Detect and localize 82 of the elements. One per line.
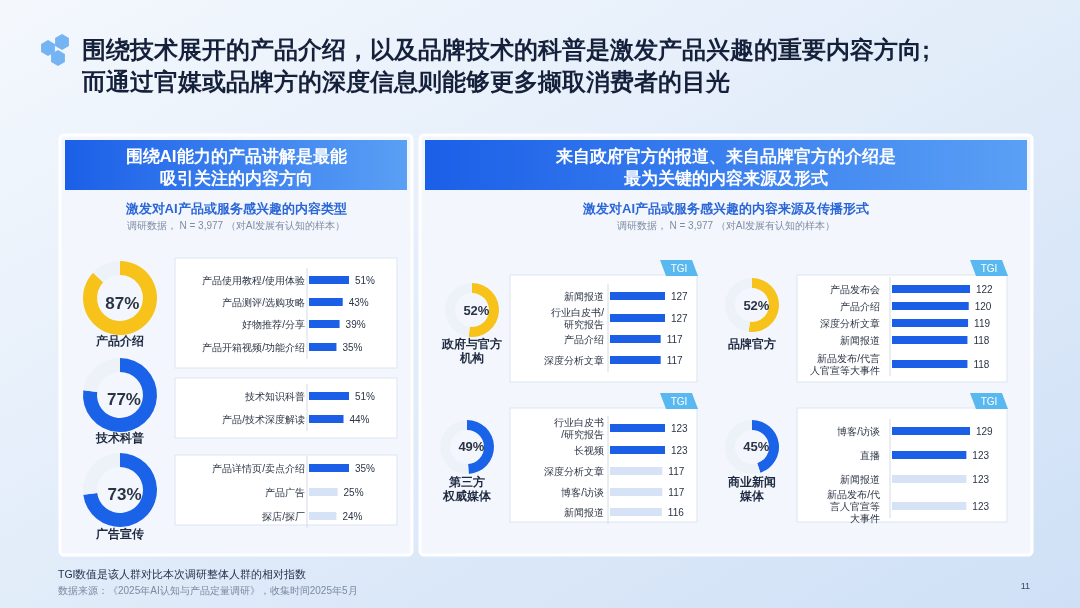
data-label: 73% <box>107 484 142 504</box>
data-label: 123 <box>671 423 689 434</box>
y-tick-label: 直播 <box>860 450 880 461</box>
data-label: 129 <box>976 426 994 437</box>
y-tick-label: 产品广告 <box>265 487 305 498</box>
data-label: 25% <box>343 487 364 498</box>
y-tick-label: 新品发布/代言人官宣等大事件 <box>810 353 880 376</box>
data-label: 35% <box>355 463 376 474</box>
text: 11 <box>1020 581 1030 591</box>
y-tick-label: 博客/访谈 <box>561 487 604 498</box>
data-label: 123 <box>671 445 689 456</box>
text: TGI <box>670 263 688 274</box>
data-label: 127 <box>671 313 689 324</box>
text: TGI数值是该人群对比本次调研整体人群的相对指数 <box>58 568 307 580</box>
data-label: 35% <box>342 342 363 353</box>
data-label: 127 <box>671 291 689 302</box>
y-tick-label: 产品详情页/卖点介绍 <box>212 463 305 474</box>
text: 围绕技术展开的产品介绍，以及品牌技术的科普是激发产品兴趣的重要内容方向;而通过官媒或品牌方的深度信息则能够更多撷取消费者的目光 <box>81 36 930 95</box>
source-note: 数据来源：《2025年AI认知与产品定量调研》，收集时间2025年5月 <box>58 585 358 596</box>
y-tick-label: 新闻报道 <box>840 474 880 485</box>
y-tick-label: 新闻报道 <box>564 291 604 302</box>
data-label: 49% <box>458 439 485 455</box>
y-tick-label: 产品使用教程/使用体验 <box>202 275 305 286</box>
data-label: 117 <box>668 487 685 498</box>
text: 政府与官方机构 <box>441 337 502 365</box>
data-label: 77% <box>106 390 141 410</box>
y-tick-label: 产品发布会 <box>830 284 880 295</box>
y-tick-label: 行业白皮书/研究报告 <box>554 417 604 440</box>
text: 广告宣传 <box>95 527 144 541</box>
y-tick-label: 行业白皮书/研究报告 <box>551 307 605 330</box>
data-label: 117 <box>666 334 684 345</box>
text: 激发对AI产品或服务感兴趣的内容来源及传播形式 <box>582 201 869 216</box>
text: 商业新闻媒体 <box>727 475 776 503</box>
y-tick-label: 深度分析文章 <box>820 318 880 329</box>
y-tick-label: 深度分析文章 <box>544 355 604 366</box>
data-label: 123 <box>972 450 990 461</box>
text: TGI <box>980 263 998 274</box>
data-label: 24% <box>342 511 363 522</box>
text: 围绕AI能力的产品讲解是最能吸引关注的内容方向 <box>125 147 347 188</box>
data-label: 122 <box>976 284 994 295</box>
data-label: 123 <box>972 501 990 512</box>
y-tick-label: 新闻报道 <box>840 335 880 346</box>
data-label: 51% <box>355 391 376 402</box>
text: 激发对AI产品或服务感兴趣的内容类型 <box>124 201 347 216</box>
data-label: 118 <box>973 359 990 370</box>
text: TGI <box>670 396 688 407</box>
text: 技术科普 <box>95 431 144 445</box>
y-tick-label: 技术知识科普 <box>244 391 305 402</box>
data-label: 119 <box>974 318 991 329</box>
data-label: 45% <box>743 438 770 454</box>
y-tick-label: 探店/探厂 <box>262 511 305 522</box>
text: 调研数据， N = 3,977 （对AI发展有认知的样本） <box>126 220 346 231</box>
y-tick-label: 产品介绍 <box>564 334 604 345</box>
y-tick-label: 深度分析文章 <box>544 466 604 477</box>
text: 产品介绍 <box>95 334 144 348</box>
data-label: 123 <box>972 474 990 485</box>
data-label: 44% <box>349 414 370 425</box>
data-label: 52% <box>463 302 490 318</box>
y-tick-label: 产品开箱视频/功能介绍 <box>202 342 305 353</box>
y-tick-label: 博客/访谈 <box>837 426 880 437</box>
y-tick-label: 新闻报道 <box>564 507 604 518</box>
data-label: 116 <box>667 507 685 518</box>
data-label: 43% <box>348 297 369 308</box>
text: 来自政府官方的报道、来自品牌官方的介绍是最为关键的内容来源及形式 <box>555 147 896 188</box>
y-tick-label: 产品测评/选购攻略 <box>222 297 305 308</box>
text: TGI <box>980 396 998 407</box>
text: 调研数据， N = 3,977 （对AI发展有认知的样本） <box>616 220 836 231</box>
y-tick-label: 新品发布/代言人官宣等大事件 <box>827 489 880 524</box>
text: 第三方权威媒体 <box>442 475 492 503</box>
data-label: 52% <box>743 297 770 313</box>
data-label: 87% <box>105 294 140 314</box>
y-tick-label: 好物推荐/分享 <box>242 319 305 330</box>
text: 品牌官方 <box>728 337 776 351</box>
y-tick-label: 长视频 <box>574 445 604 456</box>
data-label: 120 <box>974 301 992 312</box>
data-label: 117 <box>666 355 684 366</box>
y-tick-label: 产品/技术深度解读 <box>222 414 305 425</box>
data-label: 118 <box>973 335 990 346</box>
data-label: 117 <box>668 466 685 477</box>
data-label: 39% <box>345 319 366 330</box>
data-label: 51% <box>355 275 376 286</box>
y-tick-label: 产品介绍 <box>840 301 880 312</box>
